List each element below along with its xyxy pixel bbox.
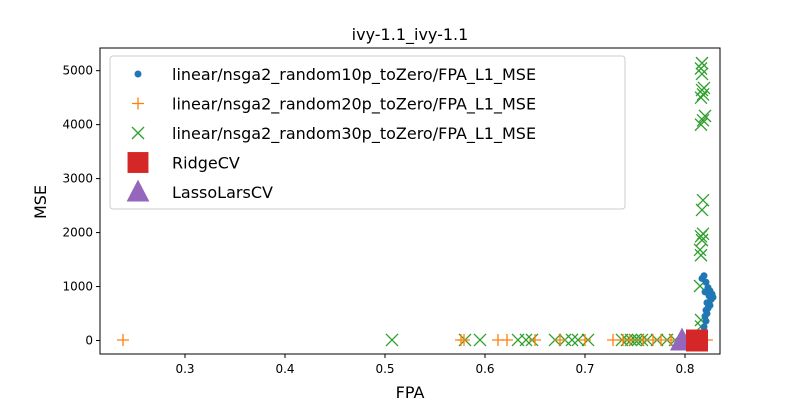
square-point: [686, 329, 708, 352]
x-point: [695, 56, 709, 70]
legend-label: RidgeCV: [172, 154, 240, 173]
legend-label: linear/nsga2_random20p_toZero/FPA_L1_MSE: [172, 95, 536, 115]
plus-point: [117, 333, 129, 346]
legend-box: [109, 55, 626, 210]
x-point: [695, 67, 709, 81]
legend-marker-circle: [134, 70, 142, 78]
plus-point: [665, 333, 677, 346]
x-tick-label: 0.6: [475, 362, 494, 376]
legend-marker-triangle: [126, 179, 150, 202]
x-point: [519, 333, 533, 347]
y-tick-label: 5000: [62, 64, 93, 78]
legend-marker-x: [131, 126, 145, 140]
series-square: [686, 329, 708, 352]
x-point: [694, 248, 708, 262]
y-tick-label: 1000: [62, 280, 93, 294]
x-axis-label: FPA: [396, 383, 425, 400]
x-point: [696, 227, 710, 241]
x-point: [385, 333, 399, 347]
y-tick-label: 4000: [62, 118, 93, 132]
plus-point: [554, 333, 566, 346]
plus-point: [458, 333, 470, 346]
x-point: [696, 193, 710, 207]
y-tick-label: 0: [85, 334, 93, 348]
x-point: [697, 81, 711, 95]
y-tick-label: 3000: [62, 172, 93, 186]
series-plus: [117, 333, 713, 346]
x-point: [696, 113, 710, 127]
legend-label: LassoLarsCV: [172, 183, 273, 202]
legend-label: linear/nsga2_random10p_toZero/FPA_L1_MSE: [172, 65, 536, 85]
legend-label: linear/nsga2_random30p_toZero/FPA_L1_MSE: [172, 124, 536, 144]
x-point: [565, 333, 579, 347]
legend-marker-plus: [132, 97, 144, 110]
circle-point: [700, 323, 708, 331]
x-tick-label: 0.4: [275, 362, 294, 376]
plus-point: [501, 333, 513, 346]
circle-point: [702, 278, 710, 286]
circle-point: [702, 317, 710, 325]
x-point: [694, 118, 708, 132]
plus-point: [624, 333, 636, 346]
plot-frame: [99, 47, 721, 355]
chart-title: ivy-1.1_ivy-1.1: [352, 25, 469, 45]
legend: linear/nsga2_random10p_toZero/FPA_L1_MSE…: [109, 55, 626, 210]
legend-marker-square: [127, 152, 149, 173]
x-axis: 0.3 0.4 0.5 0.6 0.7 0.8: [175, 354, 695, 376]
x-tick-label: 0.7: [575, 362, 594, 376]
x-tick-label: 0.8: [675, 362, 694, 376]
plot-area: [117, 56, 717, 352]
x-point: [473, 333, 487, 347]
y-axis-label: MSE: [31, 185, 50, 219]
x-point: [571, 333, 585, 347]
plus-point: [529, 333, 541, 346]
x-point: [698, 109, 712, 123]
y-axis: 0 1000 2000 3000 4000 5000: [62, 64, 100, 348]
plus-point: [579, 333, 591, 346]
y-tick-label: 2000: [62, 226, 93, 240]
x-tick-label: 0.5: [375, 362, 394, 376]
x-tick-label: 0.3: [175, 362, 194, 376]
x-point: [694, 62, 708, 75]
